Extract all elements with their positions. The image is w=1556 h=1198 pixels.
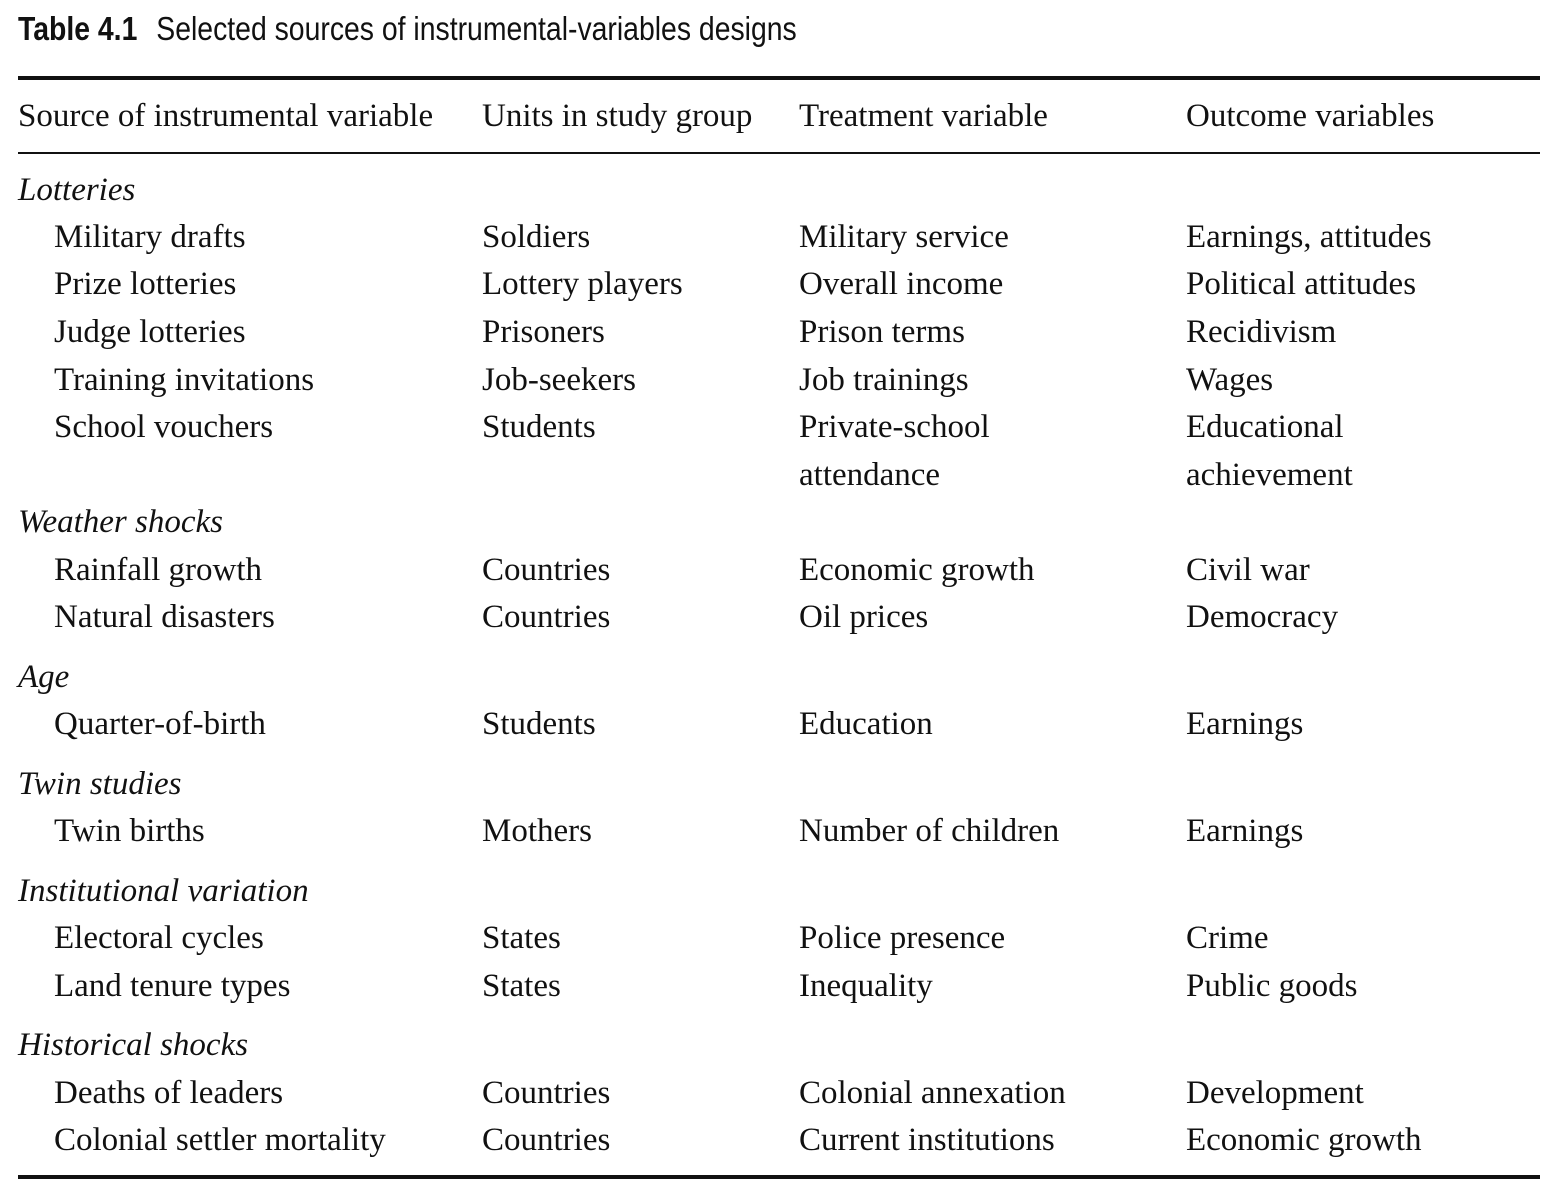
table-cell: Oil prices <box>799 599 929 635</box>
table-cell: Earnings <box>1186 813 1304 849</box>
table-cell: Natural disasters <box>54 599 275 635</box>
table-cell: Military service <box>799 219 1009 255</box>
table-cell: Prize lotteries <box>54 266 237 302</box>
column-header-outcome: Outcome variables <box>1186 98 1435 134</box>
top-rule <box>18 76 1540 80</box>
table-cell: Earnings <box>1186 706 1304 742</box>
table-cell: Training invitations <box>54 362 315 398</box>
table-cell: Twin births <box>54 813 205 849</box>
table-cell: Civil war <box>1186 552 1310 588</box>
table-cell: Students <box>482 409 596 445</box>
table-cell: School vouchers <box>54 409 274 445</box>
table-cell: Current institutions <box>799 1122 1055 1158</box>
table-cell: Democracy <box>1186 599 1339 635</box>
table-cell: Electoral cycles <box>54 920 264 956</box>
table-number: Table 4.1 <box>18 10 138 47</box>
table-cell: Political attitudes <box>1186 266 1417 302</box>
table-cell: Colonial annexation <box>799 1075 1066 1111</box>
group-heading-twin-studies: Twin studies <box>18 766 182 802</box>
table-cell: Rainfall growth <box>54 552 263 588</box>
table-cell: Number of children <box>799 813 1060 849</box>
table-cell: Prison terms <box>799 314 965 350</box>
table-cell: attendance <box>799 457 941 493</box>
table-cell: Private-school <box>799 409 990 445</box>
table-cell: Mothers <box>482 813 592 849</box>
column-header-units: Units in study group <box>482 98 753 134</box>
table-cell: Countries <box>482 1122 611 1158</box>
table-cell: Soldiers <box>482 219 591 255</box>
table-cell: Job trainings <box>799 362 969 398</box>
column-header-treatment: Treatment variable <box>799 98 1048 134</box>
table-cell: Students <box>482 706 596 742</box>
group-heading-lotteries: Lotteries <box>18 172 136 208</box>
table-cell: States <box>482 968 561 1004</box>
table-cell: Countries <box>482 599 611 635</box>
table-cell: States <box>482 920 561 956</box>
table-cell: Earnings, attitudes <box>1186 219 1432 255</box>
table-title: Selected sources of instrumental-variabl… <box>156 10 797 47</box>
table-cell: Military drafts <box>54 219 246 255</box>
table-cell: Deaths of leaders <box>54 1075 284 1111</box>
group-heading-weather-shocks: Weather shocks <box>18 504 223 540</box>
table-cell: Wages <box>1186 362 1274 398</box>
table-cell: Education <box>799 706 933 742</box>
bottom-rule <box>18 1175 1540 1179</box>
table-cell: Prisoners <box>482 314 605 350</box>
table-cell: Overall income <box>799 266 1004 302</box>
group-heading-historical-shocks: Historical shocks <box>18 1027 249 1063</box>
table-cell: Economic growth <box>799 552 1035 588</box>
column-header-source: Source of instrumental variable <box>18 98 434 134</box>
table-cell: achievement <box>1186 457 1353 493</box>
table-cell: Judge lotteries <box>54 314 246 350</box>
group-heading-institutional-variation: Institutional variation <box>18 873 309 909</box>
table-cell: Educational <box>1186 409 1344 445</box>
table-cell: Land tenure types <box>54 968 291 1004</box>
table-cell: Development <box>1186 1075 1364 1111</box>
table-cell: Public goods <box>1186 968 1358 1004</box>
table-cell: Quarter-of-birth <box>54 706 266 742</box>
table-cell: Job-seekers <box>482 362 636 398</box>
table-cell: Countries <box>482 1075 611 1111</box>
table-cell: Colonial settler mortality <box>54 1122 386 1158</box>
group-heading-age: Age <box>18 659 70 695</box>
table-cell: Inequality <box>799 968 933 1004</box>
table-caption: Table 4.1 Selected sources of instrumenta… <box>18 8 797 50</box>
table-cell: Countries <box>482 552 611 588</box>
table-cell: Economic growth <box>1186 1122 1422 1158</box>
table-cell: Crime <box>1186 920 1269 956</box>
header-rule <box>18 152 1540 154</box>
table-cell: Lottery players <box>482 266 683 302</box>
table-cell: Recidivism <box>1186 314 1337 350</box>
table-cell: Police presence <box>799 920 1006 956</box>
